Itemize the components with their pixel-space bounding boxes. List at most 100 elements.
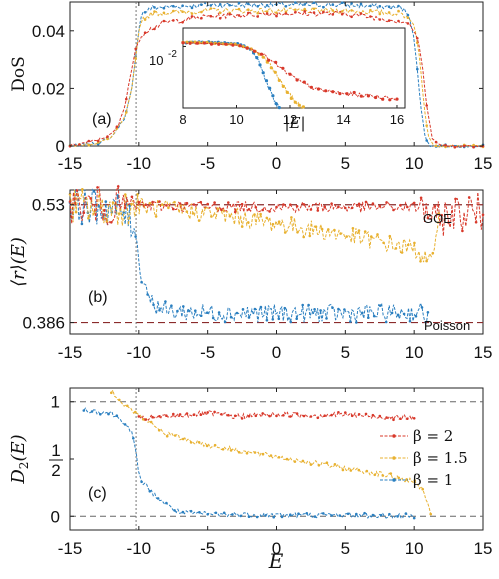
dos-series-point — [209, 7, 213, 10]
gap-ratio-series-point — [68, 193, 72, 196]
dos-series-point — [265, 10, 269, 13]
gap-ratio-series-point — [481, 213, 485, 217]
fractal-dim-series-point — [289, 513, 292, 516]
fractal-dim-series-point — [413, 479, 417, 482]
x-tick-label: -15 — [58, 539, 83, 558]
gap-ratio-series-point — [164, 300, 167, 303]
dos-series-point — [237, 1, 241, 5]
gap-ratio-series-point — [235, 311, 239, 315]
fractal-dim-series-point — [269, 454, 273, 457]
fractal-dim-series-point — [231, 513, 234, 516]
fractal-dim-series-point — [323, 414, 327, 418]
gap-ratio-series-point — [271, 222, 275, 226]
dos-series-point — [331, 13, 335, 16]
fractal-dim-series-point — [275, 414, 278, 418]
dos-series-point — [397, 4, 400, 8]
fractal-dim-series-point — [181, 510, 185, 514]
fractal-dim-series-point — [396, 515, 399, 518]
gap-ratio-series-point — [425, 259, 428, 263]
gap-ratio-series-point — [191, 212, 195, 215]
inset-series-point — [269, 66, 273, 70]
dos-series-point — [387, 5, 391, 8]
dos-series-point — [434, 140, 438, 144]
gap-ratio-series-point — [261, 208, 265, 212]
inset-series-point — [316, 87, 321, 91]
inset-series-point — [281, 84, 285, 88]
gap-ratio-series-point — [265, 216, 269, 220]
x-tick-label: -5 — [200, 154, 215, 173]
inset-x-tick-label: 8 — [179, 112, 186, 127]
gap-ratio-series-point — [283, 306, 287, 310]
fractal-dim-series-point — [385, 416, 388, 419]
x-tick-label: -10 — [127, 343, 152, 362]
inset-series-point — [289, 96, 293, 100]
x-tick-label: -10 — [127, 154, 152, 173]
gap-ratio-series-point — [210, 215, 213, 218]
gap-ratio-series-point — [344, 206, 347, 210]
gap-ratio-series-point — [399, 203, 402, 207]
fractal-dim-series-point — [123, 423, 127, 426]
dos-series-line — [69, 10, 484, 148]
dos-series-point — [256, 11, 260, 15]
y-tick-denominator: 2 — [51, 461, 60, 480]
gap-ratio-series-point — [406, 205, 409, 209]
dos-series-point — [190, 15, 194, 18]
gap-ratio-series-point — [372, 314, 376, 318]
gap-ratio-series-point — [259, 305, 263, 309]
fractal-dim-series-point — [220, 413, 223, 416]
gap-ratio-series-point — [357, 229, 361, 232]
fractal-dim-series-point — [412, 516, 416, 520]
dos-series-point — [472, 145, 475, 149]
gap-ratio-series-point — [148, 201, 152, 205]
dos-series-point — [237, 7, 241, 11]
gap-ratio-series-line — [69, 189, 440, 263]
inset-x-tick-label: 12 — [283, 112, 297, 127]
gap-ratio-series-point — [316, 209, 320, 212]
gap-ratio-series-point — [277, 317, 281, 321]
dos-series-point — [181, 4, 184, 7]
panel-b-ylabel: ⟨r⟩(E) — [8, 237, 29, 287]
inset-x-tick-label: 10 — [229, 112, 243, 127]
fractal-dim-series-point — [189, 441, 193, 444]
gap-ratio-series-point — [178, 202, 182, 205]
fractal-dim-series-point — [213, 443, 217, 447]
dos-series-point — [106, 135, 109, 138]
dos-series-point — [369, 4, 372, 8]
gap-ratio-series-point — [116, 194, 119, 197]
fractal-dim-series-point — [132, 437, 135, 440]
gap-ratio-series-point — [361, 311, 364, 315]
dos-series-point — [275, 14, 278, 18]
gap-ratio-series-point — [413, 241, 416, 245]
dos-series-point — [134, 57, 137, 60]
fractal-dim-series-point — [149, 420, 153, 424]
gap-ratio-series-point — [75, 189, 79, 192]
dos-series-point — [153, 27, 156, 31]
fractal-dim-series-point — [173, 434, 177, 437]
dos-series-point — [303, 3, 307, 6]
svg-text:D2(E): D2(E) — [8, 434, 31, 484]
inset-series-point — [295, 78, 299, 82]
x-tick-label: 5 — [341, 154, 350, 173]
dos-series-point — [78, 143, 81, 146]
gap-ratio-series-point — [331, 306, 334, 310]
fractal-dim-series-point — [237, 451, 241, 454]
x-tick-label: 0 — [272, 154, 281, 173]
fractal-dim-series-point — [151, 415, 154, 419]
gap-ratio-series-point — [259, 212, 262, 216]
fractal-dim-series-point — [213, 410, 216, 414]
fractal-dim-series-point — [178, 413, 182, 416]
x-tick-label: -15 — [58, 343, 83, 362]
dos-series-point — [312, 1, 316, 5]
fractal-dim-series-point — [240, 417, 244, 420]
x-tick-label: 15 — [474, 154, 493, 173]
gap-ratio-series-point — [420, 306, 424, 309]
fractal-dim-series-point — [379, 513, 383, 517]
fractal-dim-series-point — [189, 509, 193, 513]
dos-series-point — [247, 8, 250, 11]
gap-ratio-series-point — [170, 304, 173, 308]
fractal-dim-series-point — [221, 448, 225, 451]
inset-series-point — [374, 95, 378, 100]
gap-ratio-series-point — [213, 201, 216, 204]
fractal-dim-series-point — [371, 513, 375, 517]
y-tick-label: 0.04 — [32, 22, 65, 41]
